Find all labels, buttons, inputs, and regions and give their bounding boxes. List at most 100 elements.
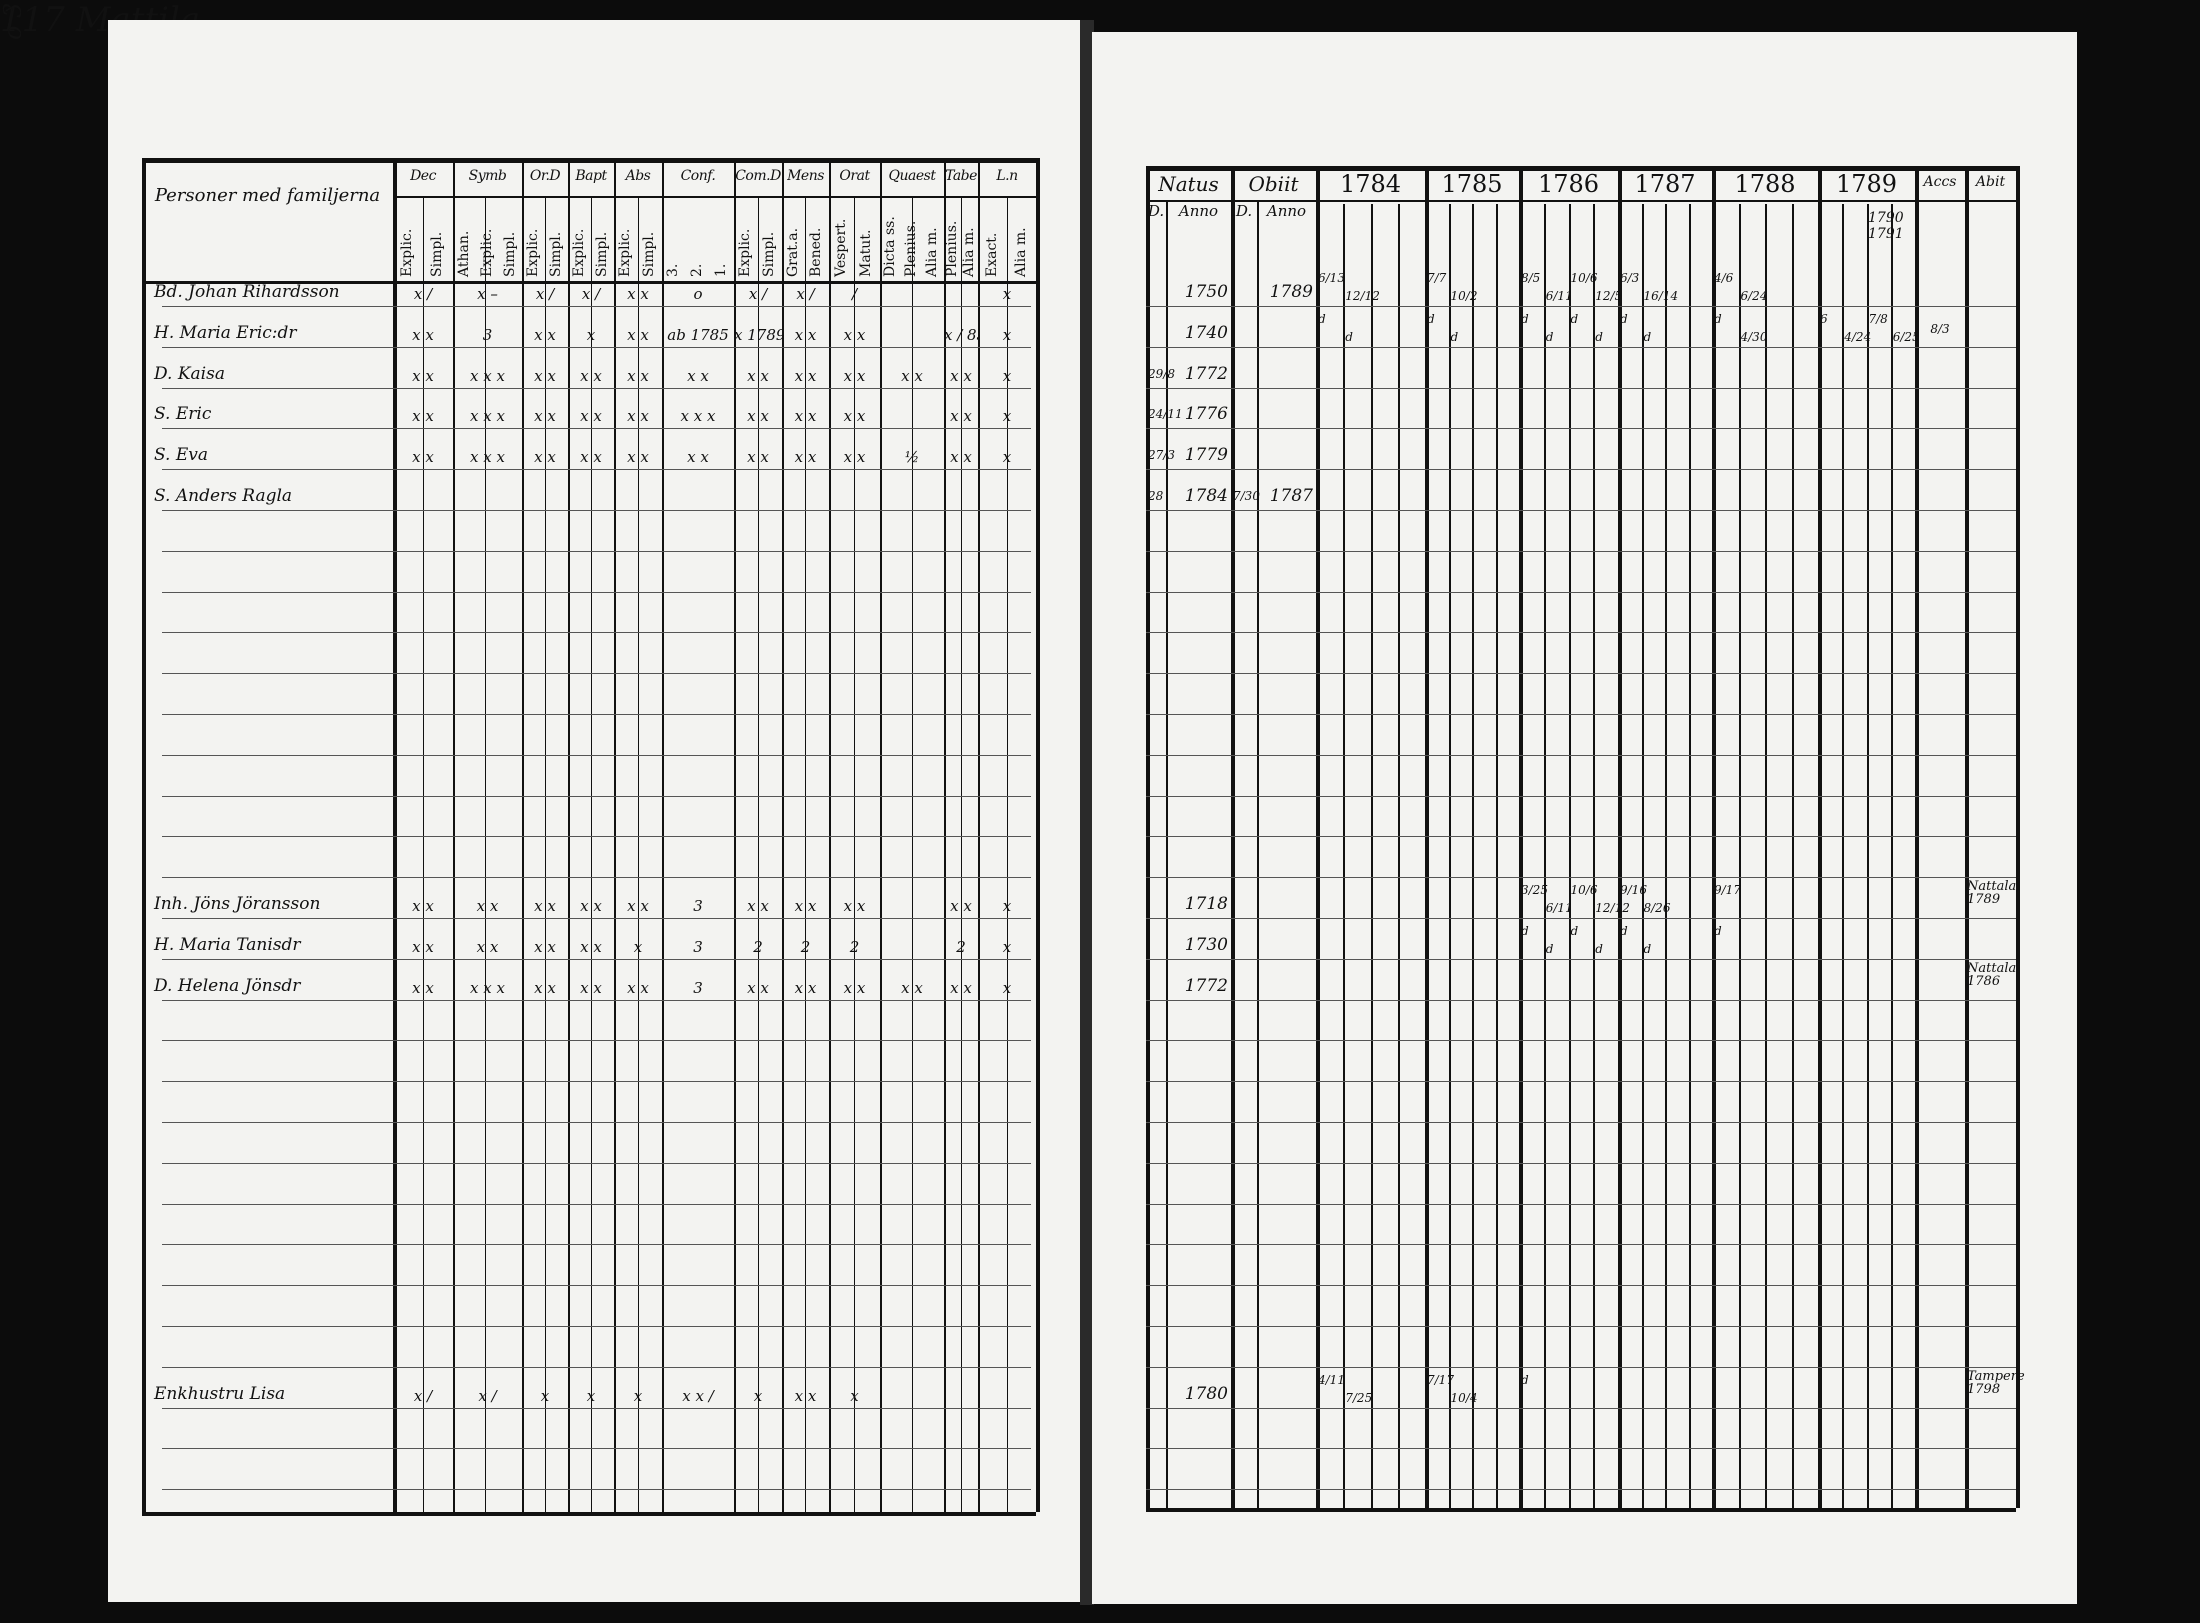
right-table-bottom-border <box>1146 1508 2016 1512</box>
column-subheader: Alia m. <box>960 227 977 277</box>
examination-mark: d <box>1427 311 1435 326</box>
row-line <box>1146 387 2016 389</box>
person-name: Enkhustru Lisa <box>154 1383 286 1404</box>
catechism-mark: x x <box>412 407 434 426</box>
column-subheader: Explic. <box>570 228 587 277</box>
examination-mark: 6/13 <box>1318 271 1345 285</box>
year-header: 1789 <box>1835 170 1898 198</box>
examination-mark: 6 <box>1820 311 1828 326</box>
birth-year: 1740 <box>1184 322 1228 343</box>
birth-year: 1779 <box>1184 445 1228 466</box>
column-subheader: Athan. <box>455 230 472 277</box>
column-header: Tabe <box>945 168 977 184</box>
examination-mark: 7/8 <box>1868 311 1888 326</box>
row-line <box>1146 550 2016 552</box>
catechism-mark: x x <box>476 897 499 915</box>
book-gutter <box>1080 20 1094 1605</box>
examination-mark: d <box>1595 941 1603 956</box>
catechism-mark: x <box>1002 407 1012 426</box>
obiit-header: Obiit <box>1248 172 1299 196</box>
death-year: 1789 <box>1269 282 1313 302</box>
column-header: Com.D <box>735 168 781 184</box>
year-subcolumn-divider <box>1593 204 1596 1508</box>
row-line <box>162 387 1031 389</box>
column-header: Or.D <box>529 168 561 184</box>
row-line <box>1146 1448 2016 1450</box>
examination-mark: 6/3 <box>1620 271 1640 285</box>
row-line <box>162 632 1031 634</box>
row-line <box>1146 428 2016 430</box>
examination-mark: d <box>1521 923 1529 938</box>
column-subheader: Simpl. <box>429 231 445 277</box>
catechism-mark: x x <box>534 325 556 344</box>
birth-day: 24/11 <box>1148 407 1183 422</box>
column-header: Orat <box>839 168 870 184</box>
column-divider <box>880 158 882 1512</box>
row-line <box>1146 1326 2016 1327</box>
birth-year: 1772 <box>1184 363 1228 384</box>
row-line <box>162 1122 1031 1123</box>
row-line <box>1146 510 2016 511</box>
catechism-mark: x x <box>950 448 972 467</box>
catechism-mark: x x <box>747 978 769 997</box>
right-page <box>1092 32 2077 1604</box>
catechism-mark: x <box>1002 448 1012 467</box>
row-line <box>162 306 1031 307</box>
column-divider <box>2016 166 2020 1508</box>
year-header: 1786 <box>1537 170 1600 198</box>
year-subcolumn-divider <box>1495 204 1498 1508</box>
row-line <box>162 550 1031 552</box>
subcolumn-divider <box>854 196 855 1512</box>
catechism-mark: x x <box>950 897 972 915</box>
obiit-year-subheader: Anno <box>1266 202 1307 220</box>
examination-mark: d <box>1714 923 1722 938</box>
row-line <box>162 346 1031 348</box>
person-name: S. Eric <box>154 404 212 425</box>
catechism-mark: x x <box>794 407 817 426</box>
catechism-mark: x x <box>627 978 649 997</box>
catechism-mark: x x <box>412 325 434 344</box>
row-line <box>1146 877 2016 879</box>
year-subcolumn-divider <box>1866 204 1869 1508</box>
catechism-mark: x x <box>901 978 923 997</box>
column-header: Quaest <box>888 168 936 184</box>
examination-mark: 4/6 <box>1714 271 1734 285</box>
row-line <box>162 591 1031 593</box>
row-line <box>1146 632 2016 634</box>
catechism-mark: x <box>1002 285 1012 303</box>
catechism-mark: x x <box>843 407 866 426</box>
row-line <box>162 1162 1031 1164</box>
catechism-mark: x x <box>580 407 602 426</box>
person-name: Bd. Johan Rihardsson <box>154 282 340 302</box>
catechism-mark: x x <box>794 978 817 997</box>
catechism-mark: x <box>1002 978 1012 997</box>
catechism-mark: x x <box>580 937 602 956</box>
row-line <box>162 510 1031 511</box>
year-header: 1784 <box>1339 170 1402 198</box>
catechism-mark: x x <box>747 407 769 426</box>
row-line <box>162 795 1031 797</box>
catechism-mark: 3 <box>693 937 703 956</box>
catechism-mark: x x x <box>470 978 505 997</box>
row-line <box>162 754 1031 756</box>
row-line <box>1146 795 2016 797</box>
year-subcolumn-divider <box>1343 204 1346 1508</box>
catechism-mark: x x <box>627 448 649 467</box>
catechism-mark: x x <box>794 325 817 344</box>
examination-mark: 10/2 <box>1450 289 1478 303</box>
examination-mark: 12/12 <box>1345 289 1380 303</box>
catechism-mark: x / <box>796 285 815 303</box>
examination-mark: d <box>1570 923 1579 938</box>
subcolumn-divider <box>1007 196 1008 1512</box>
catechism-mark: x x <box>794 897 817 915</box>
birth-year: 1772 <box>1184 975 1228 996</box>
examination-mark: 8/26 <box>1643 901 1671 915</box>
catechism-mark: x x <box>580 978 602 997</box>
catechism-mark: 3 <box>693 978 703 997</box>
catechism-mark: x x x <box>470 407 505 426</box>
row-line <box>1146 1081 2016 1083</box>
year-subcolumn-divider <box>1842 204 1845 1508</box>
catechism-mark: x x <box>627 366 649 385</box>
year-subcolumn-divider <box>1765 204 1767 1508</box>
subcolumn-divider <box>545 196 546 1512</box>
